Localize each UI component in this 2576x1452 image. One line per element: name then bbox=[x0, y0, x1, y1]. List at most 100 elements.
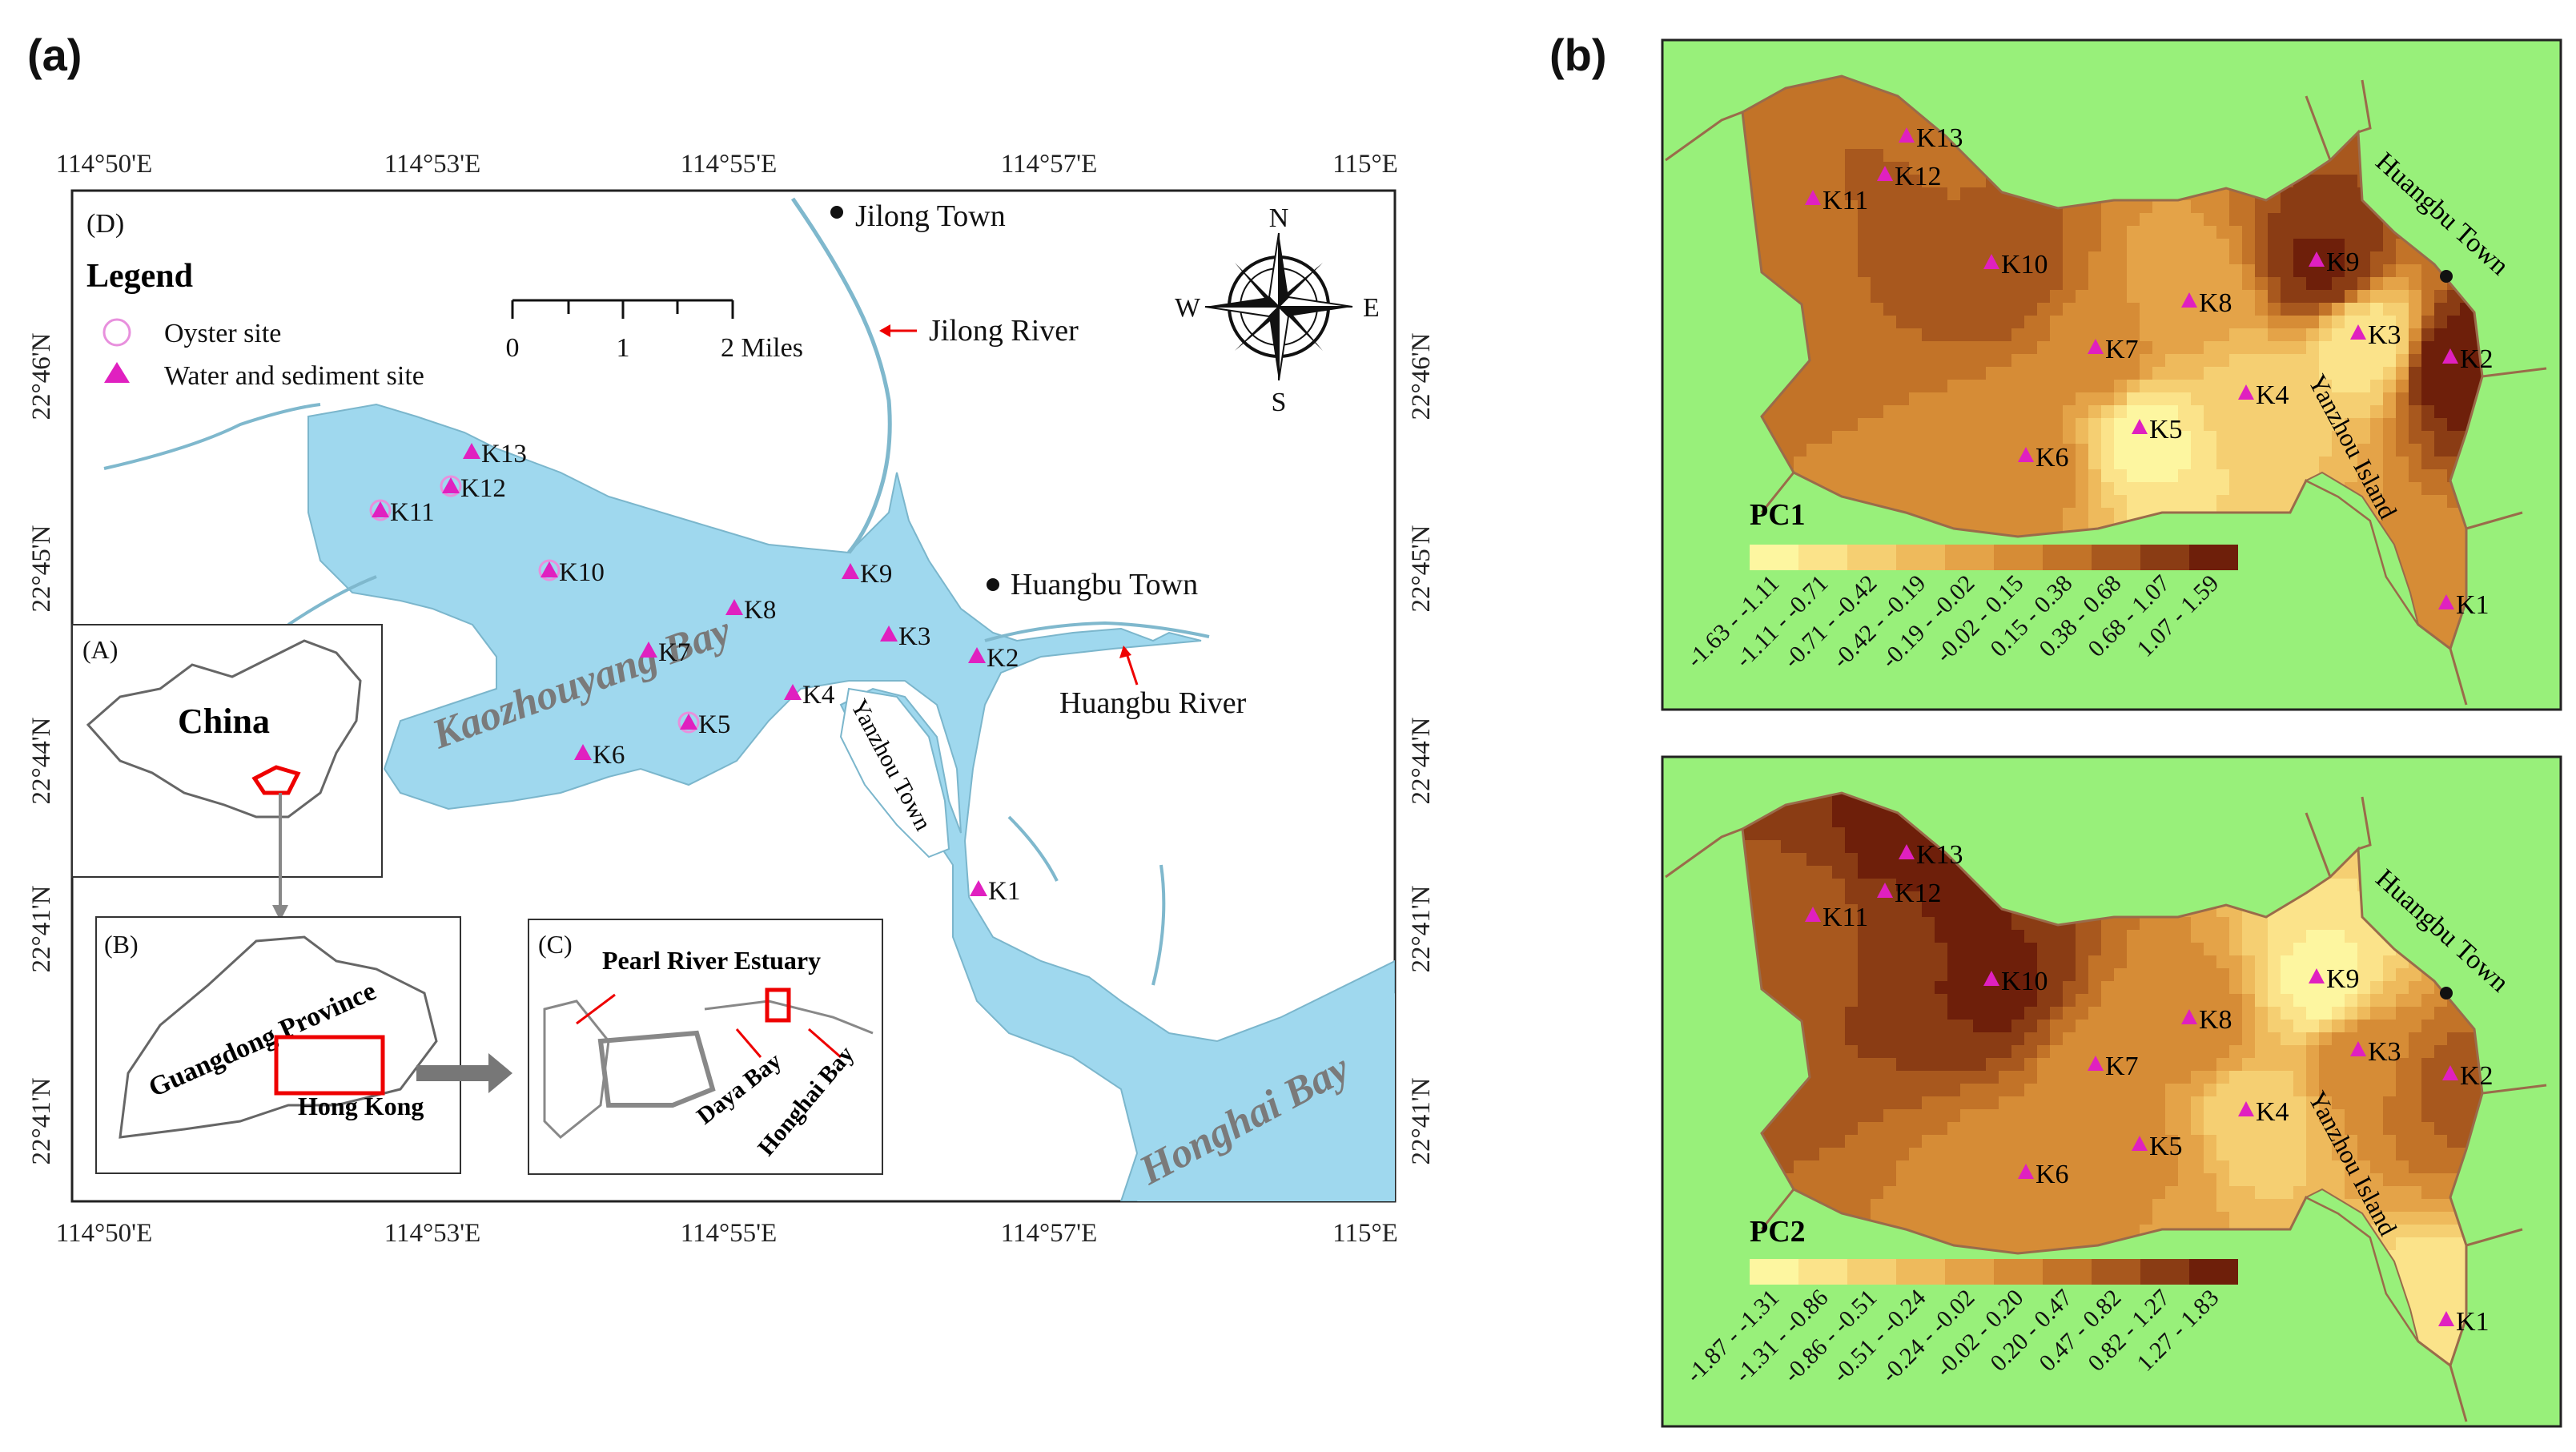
site-label: K7 bbox=[2105, 335, 2139, 364]
compass-rose-icon: N S E W bbox=[1175, 203, 1380, 417]
lat-ticks-left: 22°46'N 22°45'N 22°44'N 22°41'N 22°41'N bbox=[27, 332, 56, 1164]
panel-b-label: (b) bbox=[1549, 30, 1607, 80]
colorbar-swatch bbox=[2043, 1259, 2092, 1285]
colorbar-swatch bbox=[2092, 545, 2140, 570]
china-label: China bbox=[178, 702, 270, 741]
site-label: K12 bbox=[460, 474, 506, 503]
site-triangle-icon bbox=[784, 684, 802, 700]
inset-c-label: (C) bbox=[538, 930, 573, 959]
colorbar-swatch bbox=[2092, 1259, 2140, 1285]
river-line bbox=[2449, 1365, 2468, 1422]
hong-kong-label: Hong Kong bbox=[298, 1092, 424, 1120]
site-label: K6 bbox=[593, 741, 625, 770]
site-triangle-icon bbox=[2238, 384, 2254, 400]
colorbar-swatch bbox=[1798, 1259, 1847, 1285]
site-triangle-icon bbox=[541, 561, 558, 577]
site-triangle-icon bbox=[1805, 907, 1821, 922]
site-label: K10 bbox=[2001, 967, 2048, 996]
site-label: K9 bbox=[2326, 247, 2360, 277]
site-triangle-icon bbox=[574, 744, 592, 760]
lon-tick: 114°53'E bbox=[384, 150, 481, 179]
panel-a-label: (a) bbox=[27, 30, 82, 80]
sites-layer-d: K1 K2 K3 K4 K5 K6 K7 K8 K9 K10 K11 K12 K13 bbox=[369, 440, 1020, 906]
site-label: K4 bbox=[2256, 380, 2289, 410]
site-triangle-icon bbox=[1805, 190, 1821, 205]
site-label: K6 bbox=[2035, 1160, 2069, 1189]
site-label: K5 bbox=[2149, 415, 2183, 444]
lon-tick: 114°55'E bbox=[681, 1219, 778, 1248]
site-triangle-icon bbox=[2238, 1101, 2254, 1116]
site-marker: K5 bbox=[677, 710, 730, 739]
river-line bbox=[1665, 827, 1743, 879]
compass-s: S bbox=[1272, 388, 1287, 417]
site-label: K1 bbox=[2456, 590, 2490, 620]
colorbar-swatch bbox=[1847, 1259, 1896, 1285]
river-line bbox=[2305, 95, 2332, 161]
site-label: K10 bbox=[2001, 250, 2048, 280]
site-triangle-icon bbox=[1877, 883, 1893, 898]
lon-tick: 114°50'E bbox=[56, 150, 153, 179]
pearl-river-estuary-label: Pearl River Estuary bbox=[602, 946, 821, 975]
estuary-arrow bbox=[576, 993, 616, 1025]
huangbu-town-dot bbox=[987, 578, 999, 591]
site-marker: K13 bbox=[463, 440, 527, 469]
inset-a: (A) China bbox=[71, 624, 383, 921]
river-line bbox=[2482, 1084, 2547, 1095]
site-label: K8 bbox=[2199, 288, 2232, 318]
site-triangle-icon bbox=[2309, 251, 2325, 267]
site-triangle-icon bbox=[2438, 594, 2454, 609]
colorbar-swatch bbox=[2189, 1259, 2238, 1285]
inset-b-label: (B) bbox=[104, 930, 139, 959]
lat-tick: 22°41'N bbox=[27, 1077, 56, 1164]
site-triangle-icon bbox=[2181, 292, 2197, 308]
site-marker: K8 bbox=[725, 596, 776, 625]
site-label: K7 bbox=[2105, 1052, 2139, 1081]
scale-label: 2 Miles bbox=[721, 333, 803, 363]
site-label: K9 bbox=[2326, 964, 2360, 994]
river-line bbox=[2357, 796, 2372, 851]
site-triangle-icon bbox=[2088, 339, 2104, 354]
site-label: K11 bbox=[1822, 186, 1868, 215]
site-triangle-icon bbox=[2350, 1041, 2366, 1056]
huangbu-river-label: Huangbu River bbox=[1059, 686, 1247, 720]
site-label: K3 bbox=[2368, 1037, 2401, 1067]
jilong-town-dot bbox=[830, 206, 843, 219]
inset-a-label: (A) bbox=[82, 635, 118, 664]
river-line bbox=[2305, 812, 2332, 878]
kaozhouyang-bay-water bbox=[307, 403, 1395, 1201]
compass-n: N bbox=[1269, 203, 1289, 233]
site-triangle-icon bbox=[2132, 419, 2148, 434]
lon-tick: 115°E bbox=[1332, 150, 1398, 179]
site-triangle-icon bbox=[970, 880, 987, 896]
huangbu-town-dot bbox=[2440, 987, 2453, 1000]
yanzhou-island bbox=[2304, 471, 2419, 625]
site-triangle-icon bbox=[1877, 166, 1893, 181]
lat-tick: 22°45'N bbox=[1407, 525, 1436, 612]
lon-tick: 115°E bbox=[1332, 1219, 1398, 1248]
river-line bbox=[1665, 111, 1743, 162]
honghai-bay-water bbox=[1137, 993, 1395, 1201]
site-label: K2 bbox=[2460, 1061, 2494, 1091]
colorbar-swatch bbox=[2140, 545, 2189, 570]
lon-tick: 114°57'E bbox=[1001, 150, 1098, 179]
site-triangle-icon bbox=[2442, 1065, 2458, 1080]
site-triangle-icon bbox=[1983, 254, 1999, 269]
site-triangle-icon bbox=[2018, 1164, 2034, 1179]
site-label: K11 bbox=[390, 498, 435, 527]
huangbu-river bbox=[984, 621, 1210, 642]
colorbar-swatch bbox=[2189, 545, 2238, 570]
site-label: K12 bbox=[1895, 162, 1942, 191]
arrow-right-icon bbox=[416, 1053, 512, 1093]
estuary-coast bbox=[543, 1000, 610, 1140]
daya-arrow bbox=[735, 1028, 762, 1058]
honghai-arrow bbox=[808, 1028, 842, 1059]
site-label: K8 bbox=[2199, 1005, 2232, 1035]
site-label: K8 bbox=[744, 596, 776, 625]
site-triangle-icon bbox=[372, 501, 389, 517]
site-triangle-icon bbox=[442, 477, 460, 493]
map-d-label: (D) bbox=[86, 209, 124, 239]
site-triangle-icon bbox=[2088, 1056, 2104, 1071]
scale-label: 1 bbox=[617, 333, 630, 363]
colorbar-swatch bbox=[1896, 545, 1945, 570]
